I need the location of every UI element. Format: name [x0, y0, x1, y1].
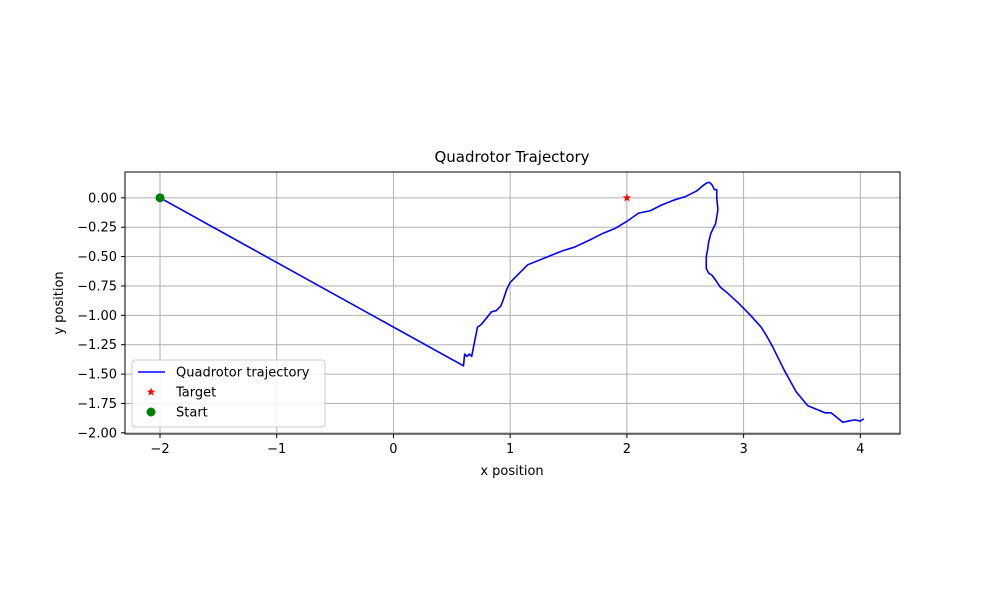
y-tick-label: −1.25 [77, 338, 117, 353]
x-tick-label: 4 [856, 442, 864, 457]
x-tick-label: −2 [150, 442, 169, 457]
legend-handle-start [146, 407, 156, 417]
legend: Quadrotor trajectory Target Start [131, 359, 326, 428]
quadrotor-trajectory-line [159, 181, 865, 424]
y-tick-label: −0.50 [77, 250, 117, 265]
x-tick-label: 3 [739, 442, 747, 457]
x-tick-label: 1 [506, 442, 514, 457]
series-layer [155, 181, 865, 424]
legend-handle-target [146, 387, 156, 396]
y-tick-label: −1.00 [77, 309, 117, 324]
legend-label-start: Start [176, 406, 208, 421]
x-tick-label: 0 [389, 442, 397, 457]
legend-box [131, 359, 326, 428]
y-tick-label: −1.75 [77, 397, 117, 412]
y-tick-label: −1.50 [77, 368, 117, 383]
x-tick-label: 2 [623, 442, 631, 457]
legend-label-quadrotor-trajectory: Quadrotor trajectory [176, 366, 310, 381]
legend-label-target: Target [175, 386, 216, 401]
y-tick-label: −2.00 [77, 426, 117, 441]
chart-title: Quadrotor Trajectory [434, 148, 589, 166]
y-tick-label: −0.75 [77, 279, 117, 294]
y-tick-label: −0.25 [77, 221, 117, 236]
start-marker [155, 193, 165, 203]
target-marker [622, 193, 632, 202]
x-tick-label: −1 [267, 442, 286, 457]
x-axis-label: x position [480, 464, 543, 479]
y-axis-label: y position [52, 271, 67, 334]
ticks-layer: −2 −1 0 1 2 3 4 0.00 −0.25 −0.50 −0.75 −1.00 −1.25 −1… [77, 191, 864, 457]
y-tick-label: 0.00 [88, 191, 117, 206]
axes-frame [124, 171, 901, 435]
